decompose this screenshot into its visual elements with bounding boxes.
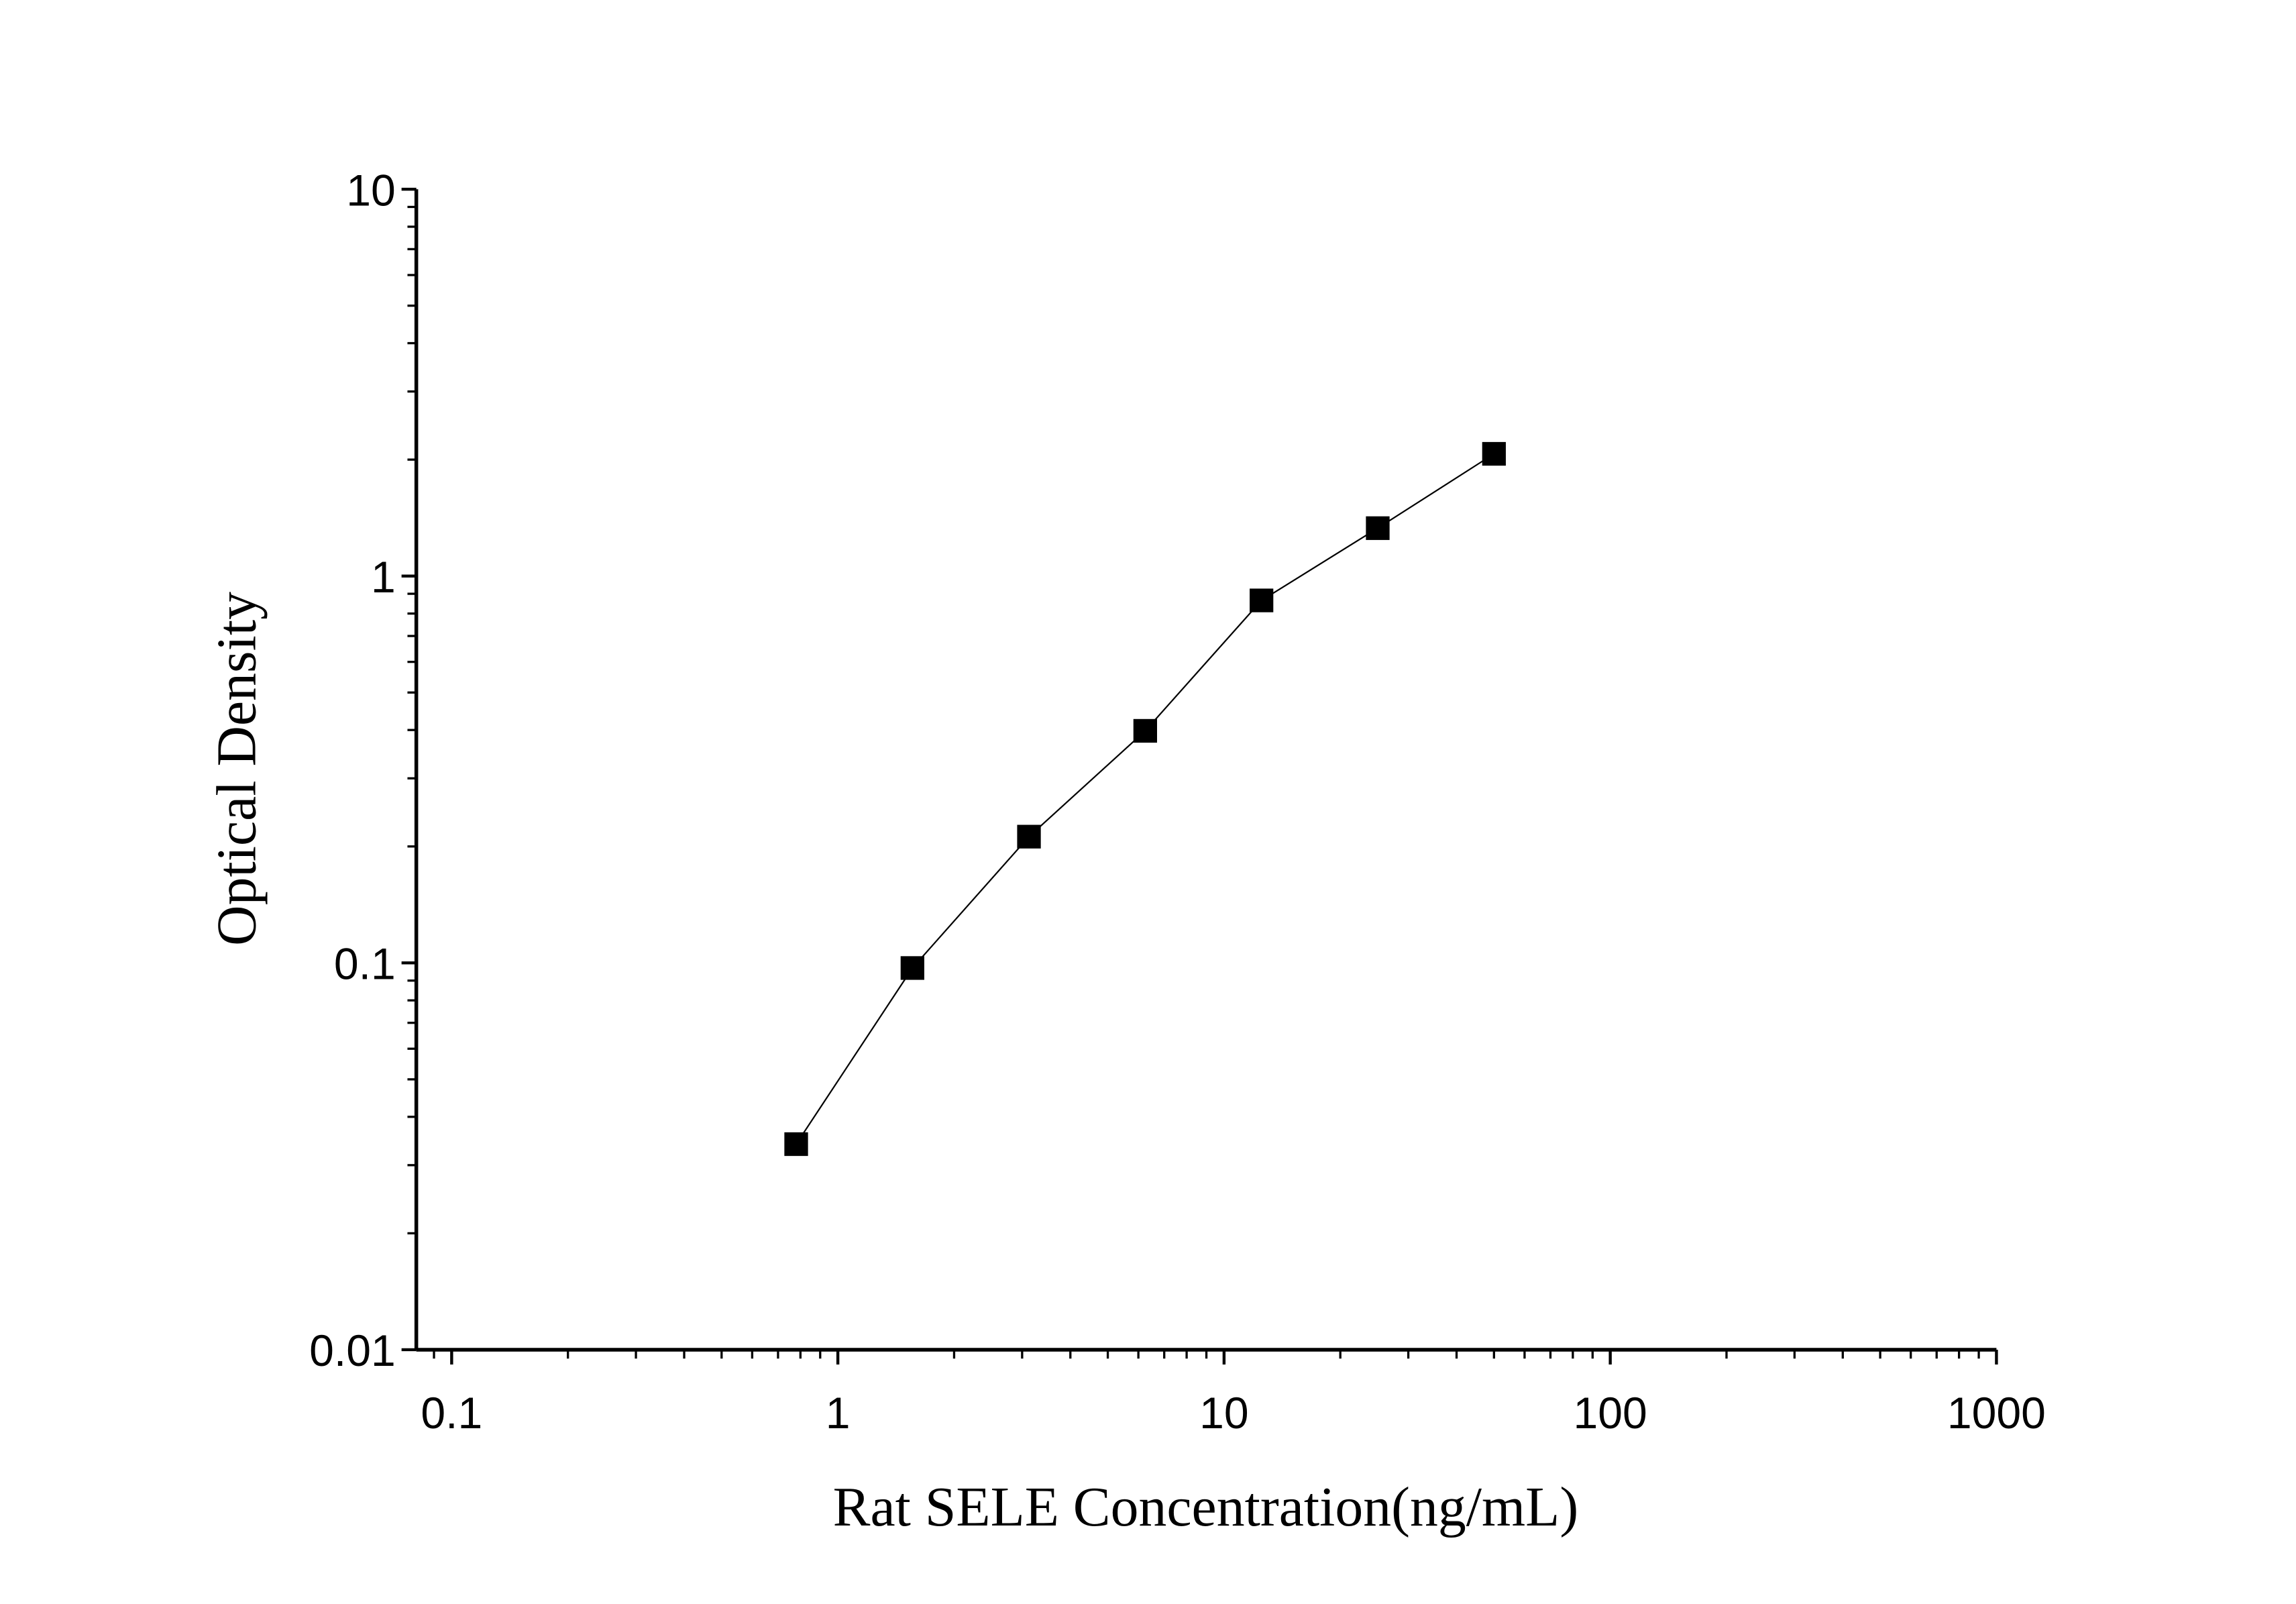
plot-area	[784, 441, 1506, 1157]
y-tick-label: 10	[346, 166, 396, 215]
x-tick-label: 100	[1573, 1389, 1647, 1438]
ticks: 0.1 1 10 100 1000 0.01 0.1 1 10	[309, 166, 2046, 1438]
y-axis-title: Optical Density	[205, 592, 268, 946]
data-point-marker	[784, 1132, 808, 1157]
data-point-marker	[1366, 516, 1390, 540]
x-tick-label: 1000	[1947, 1389, 2046, 1438]
y-tick-label: 1	[371, 553, 396, 602]
axes	[414, 189, 1997, 1352]
y-tick-label: 0.01	[309, 1326, 396, 1376]
data-point-marker	[1250, 588, 1274, 612]
y-tick-label: 0.1	[334, 940, 396, 990]
x-tick-label: 0.1	[421, 1389, 482, 1438]
data-point-marker	[900, 956, 924, 980]
x-tick-label: 1	[826, 1389, 851, 1438]
series-line	[796, 453, 1494, 1145]
data-point-marker	[1133, 718, 1157, 743]
x-tick-label: 10	[1199, 1389, 1249, 1438]
data-point-marker	[1017, 824, 1041, 849]
data-point-marker	[1482, 441, 1506, 466]
x-axis-title: Rat SELE Concentration(ng/mL)	[833, 1476, 1579, 1538]
